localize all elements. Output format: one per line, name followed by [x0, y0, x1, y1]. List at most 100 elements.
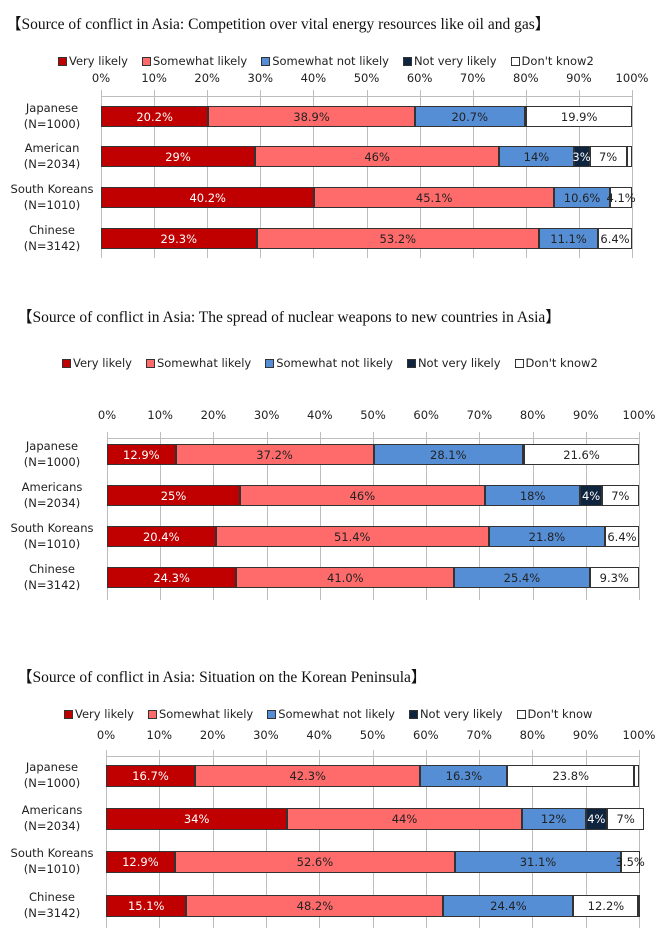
- data-label: 6.4%: [600, 231, 630, 246]
- gridline: [532, 750, 533, 928]
- bar-segment-dont-know: 19.9%: [526, 106, 632, 127]
- legend-swatch-somewhat-likely: [141, 56, 151, 66]
- bar-segment-not-very-likely: [524, 106, 527, 127]
- gridline: [420, 90, 421, 258]
- category-label: South Koreans (N=1010): [0, 181, 104, 213]
- data-label: 12%: [540, 812, 567, 826]
- data-label: 3%: [572, 149, 591, 164]
- bar-segment-not-very-likely: 4%: [585, 808, 607, 830]
- bar-segment-dont-know: 3.5%: [616, 851, 645, 873]
- bar-segment-dont-know: 6.4%: [598, 228, 632, 249]
- gridline: [107, 432, 108, 600]
- bar-segment-very-likely: 25%: [107, 485, 240, 506]
- bar-segment-somewhat-likely: 37.2%: [175, 444, 374, 465]
- legend-item-very-likely: Very likely: [64, 707, 134, 721]
- bar-segment-dont-know: 7%: [601, 485, 639, 506]
- bar-segment-dont-know: 12.2%: [573, 895, 639, 917]
- gridline: [367, 90, 368, 258]
- legend: Very likely Somewhat likely Somewhat not l…: [62, 356, 598, 370]
- gridline: [586, 432, 587, 600]
- category-label: Chinese (N=3142): [0, 222, 104, 254]
- data-label: 4.1%: [606, 190, 636, 205]
- bar-segment-remainder: [634, 765, 639, 787]
- bar-segment-very-likely: 40.2%: [101, 187, 315, 208]
- legend-label: Very likely: [75, 707, 134, 721]
- gridline: [213, 750, 214, 928]
- x-tick-label: 90%: [572, 728, 599, 742]
- legend-label: Somewhat likely: [152, 54, 248, 68]
- legend-item-somewhat-likely: Somewhat likely: [141, 54, 248, 68]
- data-label: 38.9%: [293, 109, 330, 124]
- category-name: Chinese: [29, 223, 75, 237]
- data-label: 20.4%: [142, 529, 180, 544]
- bar-segment-somewhat-likely: 42.3%: [195, 765, 421, 787]
- x-tick-label: 20%: [194, 71, 220, 85]
- gridline: [373, 750, 374, 928]
- data-label: 16.3%: [445, 769, 483, 783]
- category-name: Chinese: [29, 562, 75, 576]
- category-n: (N=3142): [23, 239, 81, 253]
- data-label: 45.1%: [415, 190, 453, 205]
- x-tick-label: 0%: [97, 408, 117, 422]
- data-label: 15.1%: [127, 899, 165, 913]
- bar-segment-somewhat-not-likely: 12%: [521, 808, 586, 830]
- bar-segment-somewhat-likely: 53.2%: [256, 228, 540, 249]
- bar-segment-somewhat-not-likely: 21.8%: [488, 526, 605, 547]
- data-label: 29.3%: [160, 231, 198, 246]
- data-label: 29%: [165, 149, 191, 164]
- legend-item-dont-know: Don't know2: [510, 54, 594, 68]
- data-label: 12.2%: [587, 899, 625, 913]
- category-name: American: [24, 141, 80, 155]
- bar-segment-somewhat-not-likely: 20.7%: [414, 106, 525, 127]
- legend-swatch-not-very-likely: [408, 709, 418, 719]
- x-tick-label: 100%: [622, 728, 656, 742]
- x-tick-label: 40%: [306, 728, 332, 742]
- bar-segment-somewhat-not-likely: 24.4%: [443, 895, 574, 917]
- data-label: 31.1%: [519, 855, 557, 869]
- data-label: 14%: [523, 149, 550, 164]
- category-label: Americans (N=2034): [0, 802, 104, 834]
- gridline-top: [106, 756, 639, 757]
- bar-segment-very-likely: 29.3%: [101, 228, 257, 249]
- legend-item-dont-know: Don't know: [516, 707, 592, 721]
- category-n: (N=3142): [23, 906, 81, 920]
- gridline: [207, 90, 208, 258]
- category-n: (N=1000): [23, 117, 81, 131]
- gridline: [479, 432, 480, 600]
- legend-item-not-very-likely: Not very likely: [406, 356, 501, 370]
- legend-swatch-not-very-likely: [406, 358, 416, 368]
- x-tick-label: 40%: [307, 408, 333, 422]
- category-label: Japanese (N=1000): [0, 100, 104, 132]
- data-label: 24.3%: [153, 570, 190, 585]
- category-name: Chinese: [29, 890, 75, 904]
- bar-segment-somewhat-likely: 46%: [254, 146, 500, 167]
- bar-segment-very-likely: 16.7%: [106, 765, 195, 787]
- gridline: [319, 750, 320, 928]
- legend-label: Somewhat not likely: [272, 54, 389, 68]
- category-n: (N=2034): [23, 157, 81, 171]
- gridline: [426, 750, 427, 928]
- data-label: 6.4%: [607, 529, 637, 544]
- x-tick-label: 20%: [199, 728, 226, 742]
- legend-label: Somewhat likely: [158, 707, 254, 721]
- legend-item-somewhat-likely: Somewhat likely: [145, 356, 251, 370]
- bar-segment-dont-know: 21.6%: [524, 444, 639, 465]
- category-name: Americans: [21, 803, 83, 817]
- bar-segment-very-likely: 12.9%: [107, 444, 176, 465]
- data-label: 46%: [349, 488, 376, 503]
- data-label: 12.9%: [123, 447, 160, 462]
- gridline-top: [107, 438, 639, 439]
- data-label: 4%: [587, 812, 606, 826]
- x-tick-label: 10%: [146, 728, 173, 742]
- x-tick-label: 80%: [513, 71, 539, 85]
- category-name: Americans: [21, 480, 83, 494]
- data-label: 25%: [160, 488, 187, 503]
- legend-swatch-not-very-likely: [402, 56, 412, 66]
- bar-segment-dont-know: 23.8%: [507, 765, 635, 787]
- data-label: 11.1%: [550, 231, 587, 246]
- x-tick-label: 80%: [519, 408, 546, 422]
- category-name: Japanese: [25, 439, 79, 453]
- bar-segment-very-likely: 34%: [106, 808, 288, 830]
- data-label: 51.4%: [333, 529, 371, 544]
- legend-swatch-dont-know: [510, 56, 520, 66]
